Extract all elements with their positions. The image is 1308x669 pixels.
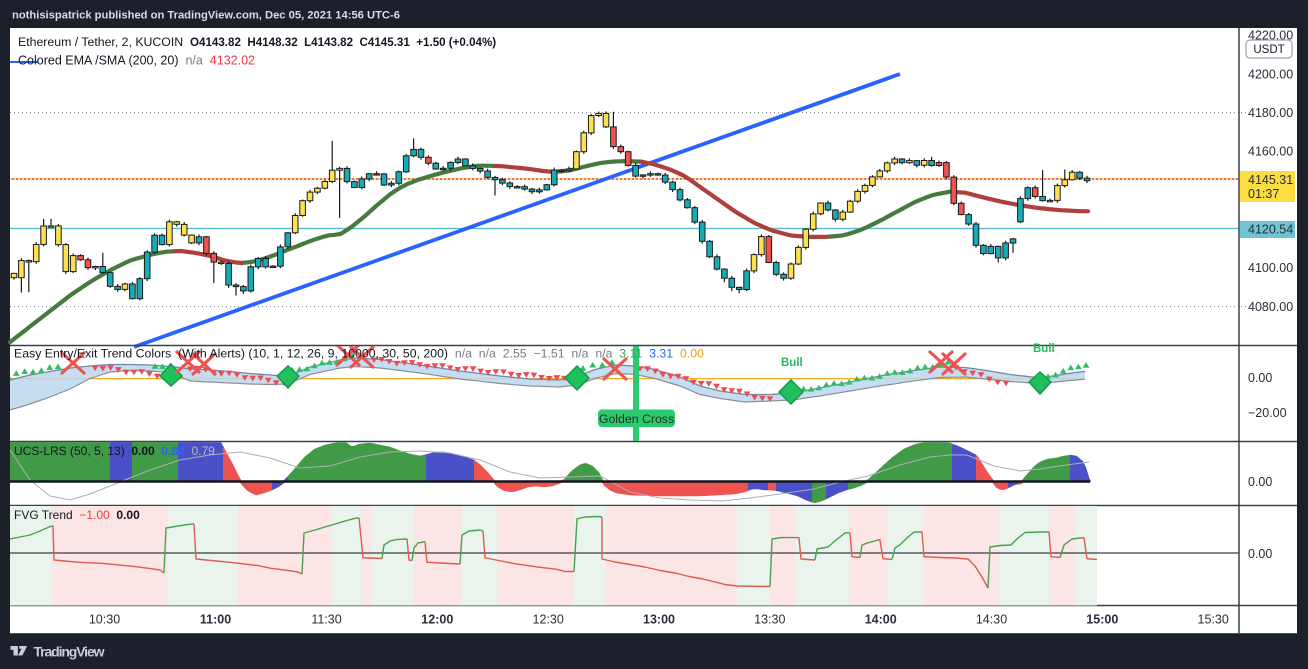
svg-text:4220.00: 4220.00 <box>1248 29 1293 43</box>
svg-text:4160.00: 4160.00 <box>1248 145 1293 159</box>
svg-text:Ethereum / Tether, 2, KUCOIN: Ethereum / Tether, 2, KUCOIN O4143.82 H4… <box>18 35 496 49</box>
svg-text:USDT: USDT <box>1253 44 1284 56</box>
svg-text:12:30: 12:30 <box>533 613 564 627</box>
svg-text:10:30: 10:30 <box>89 613 120 627</box>
svg-text:15:00: 15:00 <box>1086 613 1118 627</box>
svg-text:Colored EMA /SMA (200, 20) n/: Colored EMA /SMA (200, 20) n/a 4132.02 <box>18 54 255 68</box>
svg-text:14:30: 14:30 <box>976 613 1007 627</box>
svg-text:4145.31: 4145.31 <box>1248 173 1293 187</box>
svg-text:13:00: 13:00 <box>643 613 675 627</box>
svg-text:TradingView: TradingView <box>34 644 105 660</box>
svg-text:11:30: 11:30 <box>311 613 341 627</box>
svg-text:Easy Entry/Exit Trend Colors: Easy Entry/Exit Trend Colors (With Alert… <box>14 347 704 361</box>
svg-text:4080.00: 4080.00 <box>1248 300 1293 314</box>
svg-text:12:00: 12:00 <box>421 613 453 627</box>
svg-text:nothisispatrick published on T: nothisispatrick published on TradingView… <box>12 10 400 22</box>
svg-text:15:30: 15:30 <box>1198 613 1229 627</box>
svg-text:0.00: 0.00 <box>1248 547 1272 561</box>
svg-text:0.00: 0.00 <box>1248 371 1272 385</box>
svg-text:Bull: Bull <box>1033 343 1055 355</box>
svg-text:4200.00: 4200.00 <box>1248 68 1293 82</box>
svg-text:−20.00: −20.00 <box>1248 406 1287 420</box>
svg-text:0.00: 0.00 <box>1248 475 1272 489</box>
svg-text:FVG Trend −1.00 0.00: FVG Trend −1.00 0.00 <box>14 508 140 522</box>
svg-text:13:30: 13:30 <box>754 613 785 627</box>
svg-text:14:00: 14:00 <box>865 613 897 627</box>
svg-text:4100.00: 4100.00 <box>1248 261 1293 275</box>
svg-text:4180.00: 4180.00 <box>1248 106 1293 120</box>
svg-text:11:00: 11:00 <box>200 613 231 627</box>
svg-text:Golden Cross: Golden Cross <box>599 412 674 426</box>
svg-text:01:37: 01:37 <box>1248 187 1279 201</box>
svg-text:UCS-LRS (50, 5, 13) 0.00 0.8: UCS-LRS (50, 5, 13) 0.00 0.82 0.79 <box>14 444 215 458</box>
svg-text:Bull: Bull <box>781 357 803 369</box>
svg-text:4120.54: 4120.54 <box>1248 223 1293 237</box>
